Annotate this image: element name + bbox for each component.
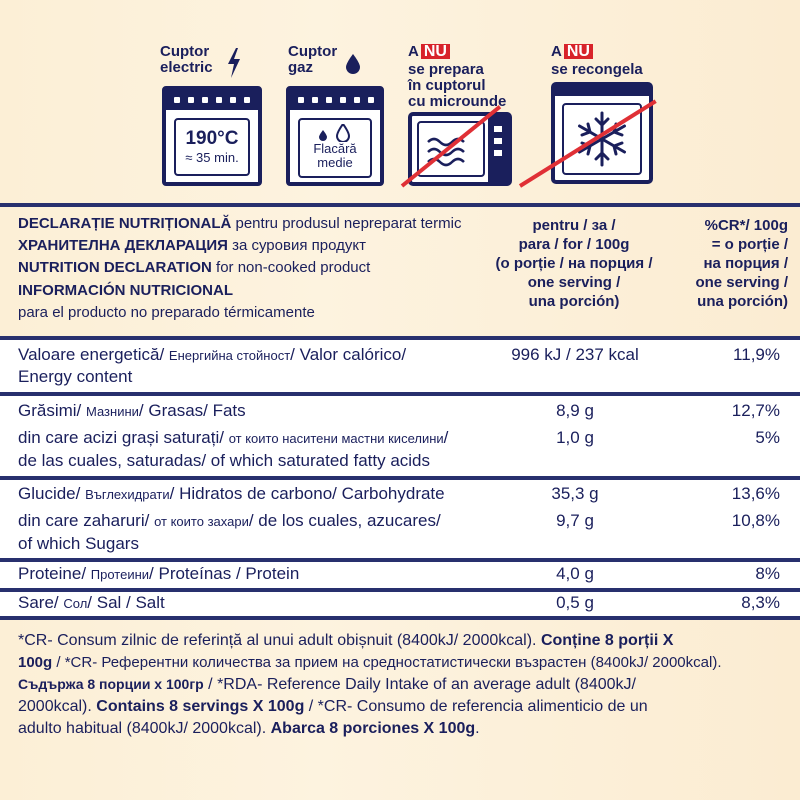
microwave-icon <box>408 112 512 186</box>
row-energy-bg <box>0 340 800 392</box>
row-salt-bg <box>0 592 800 616</box>
divider <box>0 588 800 592</box>
carb-value: 35,3 g <box>551 484 599 503</box>
gas-oven-icon: Flacără medie <box>286 86 384 186</box>
gas-label-1: Cuptor <box>288 43 338 60</box>
row-carb-bg <box>0 480 800 558</box>
gas-label-2: gaz <box>288 59 314 76</box>
electric-label-2: electric <box>160 59 213 76</box>
drop-icon <box>346 54 360 74</box>
flame-drops-icon <box>319 124 351 142</box>
energy-value: 996 kJ / 237 kcal <box>511 345 639 364</box>
fat-rda: 12,7% <box>731 401 780 420</box>
electric-label-1: Cuptor <box>160 43 210 60</box>
microwave-label-4: cu microunde <box>408 93 507 110</box>
header-bg: ХРАНИТЕЛНА ДЕКЛАРАЦИЯ за суровия продукт <box>18 237 366 254</box>
sugar-rda: 10,8% <box>731 511 780 530</box>
carb-rda: 13,6% <box>731 484 780 503</box>
fat-value: 8,9 g <box>556 401 594 420</box>
freezer-nu-badge: NU <box>563 44 593 60</box>
flame-label-2: medie <box>317 155 353 170</box>
header-en: NUTRITION DECLARATION for non-cooked pro… <box>18 259 371 276</box>
header-es: INFORMACIÓN NUTRICIONAL <box>18 282 233 299</box>
column-rda-header: %CR*/ 100g = o porție / на порция / one … <box>695 217 788 310</box>
microwave-label-3: în cuptorul <box>408 77 486 94</box>
row-fat-bg <box>0 396 800 476</box>
column-per-100g-header: pentru / за / para / for / 100g (o porți… <box>495 217 653 310</box>
freezer-label-2: se recongela <box>551 61 643 78</box>
divider <box>0 476 800 480</box>
header-ro: DECLARAȚIE NUTRIȚIONALĂ pentru produsul … <box>18 215 462 232</box>
oven-time: ≈ 35 min. <box>185 150 239 165</box>
satfat-value: 1,0 g <box>556 428 594 447</box>
header-es-sub: para el producto no preparado térmicamen… <box>18 304 315 321</box>
microwave-prefix: A <box>408 43 419 60</box>
bottom-divider <box>0 616 800 620</box>
divider <box>0 558 800 562</box>
sugar-value: 9,7 g <box>556 511 594 530</box>
top-divider <box>0 203 800 207</box>
salt-value: 0,5 g <box>556 593 594 612</box>
oven-temperature: 190°C <box>185 128 239 149</box>
freezer-prefix: A <box>551 43 562 60</box>
header-divider <box>0 336 800 340</box>
lightning-icon <box>228 48 240 78</box>
flame-label-1: Flacără <box>313 141 357 156</box>
row-protein-bg <box>0 562 800 588</box>
energy-rda: 11,9% <box>733 345 780 364</box>
microwave-nu-badge: NU <box>420 44 450 60</box>
satfat-rda: 5% <box>755 428 780 447</box>
electric-oven-icon: 190°C ≈ 35 min. <box>162 86 262 186</box>
microwave-label-2: se prepara <box>408 61 484 78</box>
protein-rda: 8% <box>755 564 780 583</box>
divider <box>0 392 800 396</box>
protein-value: 4,0 g <box>556 564 594 583</box>
salt-rda: 8,3% <box>741 593 780 612</box>
